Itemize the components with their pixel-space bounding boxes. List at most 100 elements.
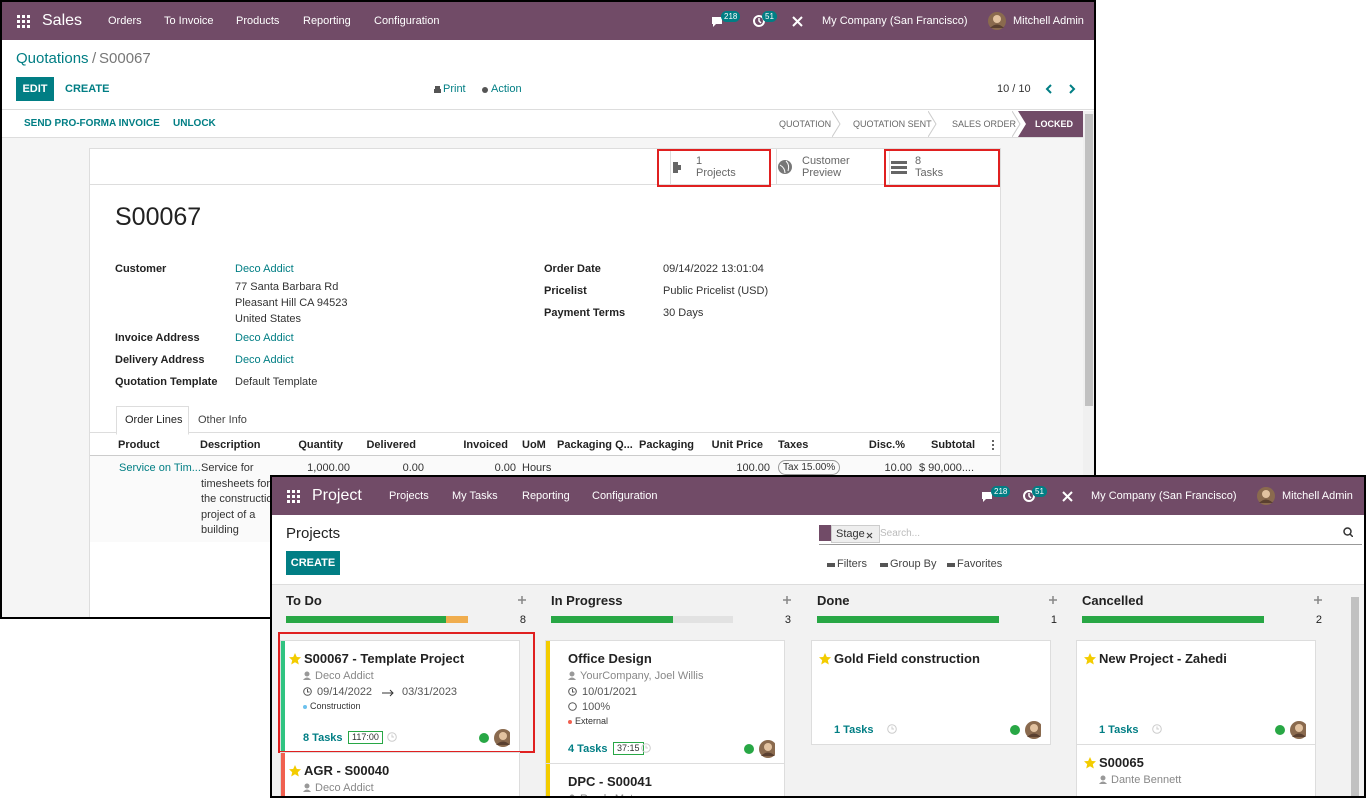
stage[interactable]: QUOTATION SENT bbox=[853, 119, 932, 129]
menu-item[interactable]: Configuration bbox=[374, 15, 440, 27]
project-card[interactable]: New Project - Zahedi 1 Tasks bbox=[1076, 640, 1316, 745]
chat-icon bbox=[711, 16, 723, 31]
project-card[interactable]: AGR - S00040 Deco Addict bbox=[280, 752, 520, 796]
column-header: Product bbox=[118, 439, 160, 451]
user[interactable]: Mitchell Admin bbox=[1013, 15, 1084, 27]
company[interactable]: My Company (San Francisco) bbox=[1091, 490, 1237, 502]
print-button[interactable]: Print bbox=[443, 83, 466, 95]
send-button[interactable]: SEND PRO-FORMA INVOICE bbox=[24, 118, 160, 129]
card-color bbox=[546, 764, 550, 796]
search-input[interactable]: Search... bbox=[880, 528, 921, 539]
badge[interactable]: 51 bbox=[762, 11, 777, 22]
cell: the construction bbox=[201, 493, 279, 506]
card-tasks[interactable]: 4 Tasks bbox=[568, 743, 608, 755]
project-card[interactable]: Office Design YourCompany, Joel Willis 10/… bbox=[545, 640, 785, 764]
facet[interactable]: Stage bbox=[831, 525, 880, 543]
stage[interactable]: QUOTATION bbox=[779, 119, 832, 129]
project-card[interactable]: S00067 - Template Project Deco Addict 09/1… bbox=[280, 640, 520, 753]
cell: 0.00 bbox=[402, 462, 424, 474]
smart-button-sep bbox=[670, 149, 671, 184]
menu-item[interactable]: My Tasks bbox=[452, 490, 498, 502]
smart-button-value[interactable]: 8 bbox=[915, 155, 922, 167]
cell: 0.00 bbox=[494, 462, 516, 474]
company[interactable]: My Company (San Francisco) bbox=[822, 15, 968, 27]
cell[interactable]: Service on Tim... bbox=[119, 462, 201, 474]
column-header: Subtotal bbox=[931, 439, 975, 451]
user[interactable]: Mitchell Admin bbox=[1282, 490, 1353, 502]
highlight-box bbox=[278, 632, 535, 753]
card-tasks[interactable]: 1 Tasks bbox=[834, 724, 874, 736]
menu-item[interactable]: Products bbox=[236, 15, 280, 27]
action-button[interactable]: Action bbox=[491, 83, 522, 95]
card-customer: YourCompany, Joel Willis bbox=[580, 670, 704, 682]
smart-button-label[interactable]: Preview bbox=[802, 167, 842, 179]
tab[interactable]: Other Info bbox=[198, 414, 247, 426]
app-name[interactable]: Project bbox=[312, 487, 362, 504]
button-box-divider bbox=[90, 184, 1000, 185]
card-name: New Project - Zahedi bbox=[1099, 651, 1227, 666]
unlock-button[interactable]: UNLOCK bbox=[173, 118, 216, 129]
column-header: Invoiced bbox=[463, 439, 508, 451]
favorite-star bbox=[289, 765, 301, 780]
field-value[interactable]: Deco Addict bbox=[235, 332, 294, 344]
progress-green bbox=[817, 616, 999, 623]
column-header: Taxes bbox=[778, 439, 809, 451]
card-customer: Deco Addict bbox=[315, 670, 374, 682]
smart-button-label[interactable]: Projects bbox=[696, 167, 736, 179]
progress-green bbox=[1082, 616, 1264, 623]
time-badge: 37:15 bbox=[613, 742, 644, 755]
edit-button[interactable]: EDIT bbox=[16, 77, 54, 101]
menu-item[interactable]: Projects bbox=[389, 490, 429, 502]
project-card[interactable]: S00065 Dante Bennett bbox=[1076, 744, 1316, 796]
filter-button[interactable]: Favorites bbox=[957, 558, 1003, 570]
badge[interactable]: 218 bbox=[721, 11, 741, 22]
card-tasks[interactable]: 1 Tasks bbox=[1099, 724, 1139, 736]
smart-button-value[interactable]: Customer bbox=[802, 155, 850, 167]
record-title: S00067 bbox=[115, 203, 202, 231]
smart-button-label[interactable]: Tasks bbox=[915, 167, 944, 179]
card-customer: Deco Addict bbox=[315, 782, 374, 794]
badge[interactable]: 51 bbox=[1032, 486, 1047, 497]
cell: 100.00 bbox=[736, 462, 770, 474]
menu-item[interactable]: To Invoice bbox=[164, 15, 214, 27]
filter-icon bbox=[880, 560, 888, 572]
column-title: To Do bbox=[286, 593, 322, 608]
filter-button[interactable]: Group By bbox=[890, 558, 937, 570]
project-card[interactable]: DPC - S00041 Ready Mat bbox=[545, 763, 785, 796]
stage[interactable]: LOCKED bbox=[1035, 119, 1073, 129]
stage[interactable]: SALES ORDER bbox=[952, 119, 1017, 129]
menu-item[interactable]: Orders bbox=[108, 15, 142, 27]
menu-item[interactable]: Reporting bbox=[303, 15, 351, 27]
breadcrumb-parent[interactable]: Quotations bbox=[16, 50, 89, 67]
search-icon bbox=[1343, 527, 1354, 540]
smart-button-value[interactable]: 1 bbox=[696, 155, 703, 167]
field-value[interactable]: Deco Addict bbox=[235, 354, 294, 366]
breadcrumb-current: S00067 bbox=[99, 50, 151, 67]
status-dot bbox=[1275, 725, 1285, 735]
card-name: S00065 bbox=[1099, 755, 1144, 770]
menu-item[interactable]: Reporting bbox=[522, 490, 570, 502]
menu-item[interactable]: Configuration bbox=[592, 490, 658, 502]
filter-button[interactable]: Filters bbox=[837, 558, 867, 570]
column-header: Disc.% bbox=[868, 439, 905, 451]
favorite-star bbox=[1084, 653, 1096, 668]
clock-icon bbox=[387, 732, 397, 745]
card-name: DPC - S00041 bbox=[568, 774, 652, 789]
tab[interactable]: Order Lines bbox=[125, 414, 183, 426]
card-name: Gold Field construction bbox=[834, 651, 980, 666]
field-value[interactable]: Deco Addict bbox=[235, 263, 294, 275]
card-tasks[interactable]: 8 Tasks bbox=[303, 732, 343, 744]
column-count: 2 bbox=[1315, 614, 1322, 626]
column-add bbox=[1314, 595, 1322, 607]
app-name[interactable]: Sales bbox=[42, 12, 83, 29]
column-count: 3 bbox=[784, 614, 791, 626]
create-button[interactable]: CREATE bbox=[65, 83, 110, 95]
favorite-star bbox=[1084, 757, 1096, 772]
card-name: Office Design bbox=[568, 651, 652, 666]
create-button[interactable]: CREATE bbox=[286, 551, 340, 575]
filter-icon bbox=[827, 560, 835, 572]
card-avatar bbox=[1025, 721, 1043, 742]
project-card[interactable]: Gold Field construction 1 Tasks bbox=[811, 640, 1051, 745]
tax-badge: Tax 15.00% bbox=[778, 460, 841, 475]
badge[interactable]: 218 bbox=[991, 486, 1011, 497]
